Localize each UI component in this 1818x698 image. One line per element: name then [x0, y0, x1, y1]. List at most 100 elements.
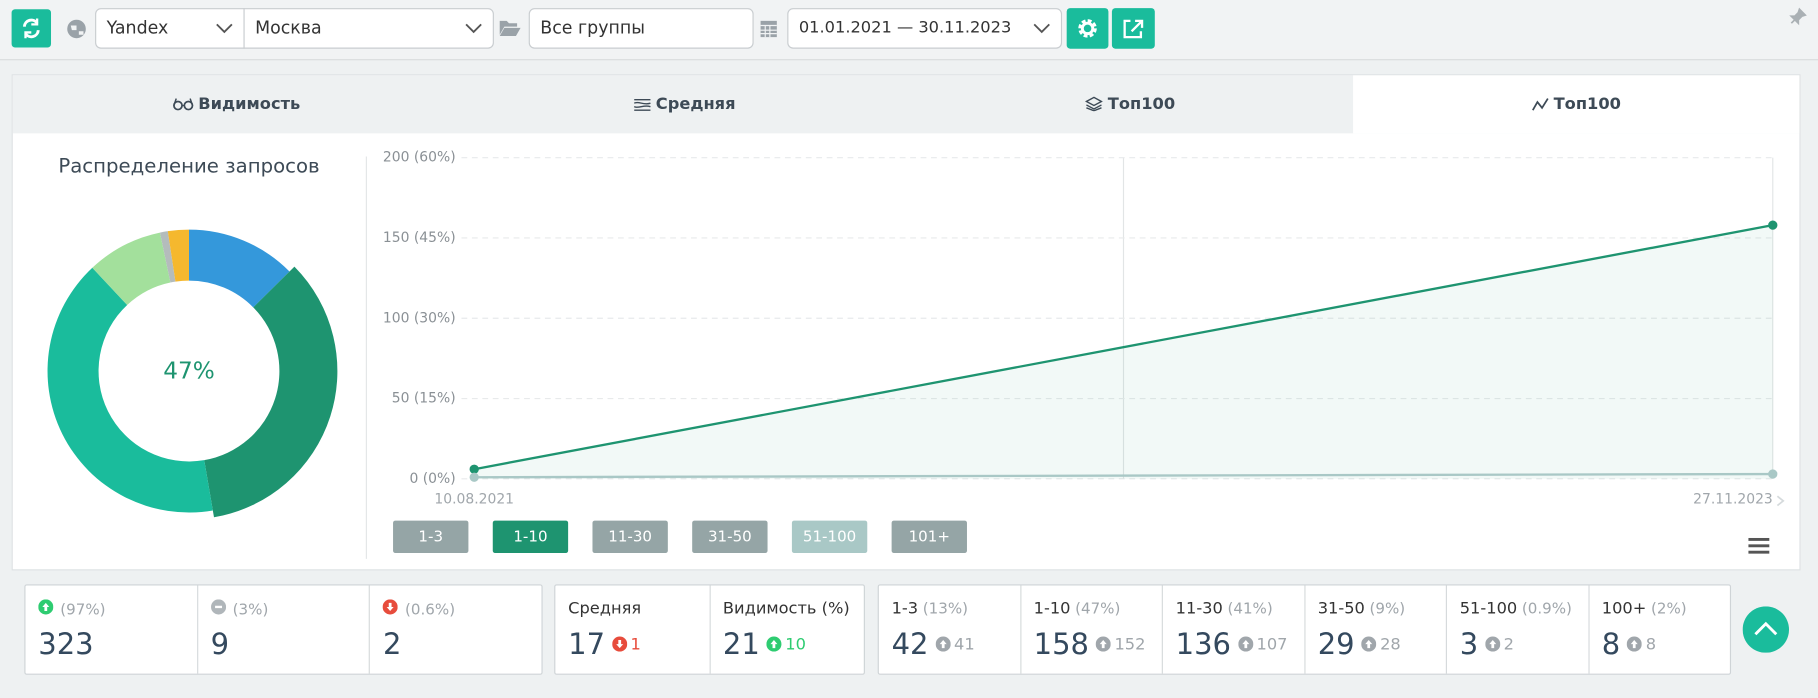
legend-button-bg	[891, 520, 967, 554]
toolbar: Yandex Москва Все группы 01.01.2021 — 30…	[0, 0, 1818, 61]
donut-segment	[47, 267, 213, 513]
stat-value: 9	[210, 627, 230, 661]
tab[interactable]: Видимость	[13, 75, 461, 133]
legend-label: 1-3	[418, 527, 443, 545]
legend-button[interactable]: 1-10	[492, 520, 569, 554]
date-select[interactable]: 01.01.2021 — 30.11.2023	[787, 8, 1063, 49]
donut-segment	[204, 266, 338, 518]
trend-icon	[210, 599, 226, 615]
chevron	[1033, 23, 1050, 34]
stat-share: (2%)	[1650, 600, 1687, 618]
stat-delta-value: 10	[785, 634, 806, 654]
stat-row: 42 41	[892, 627, 1007, 661]
stat-delta-value: 152	[1114, 634, 1146, 654]
stat-share: (13%)	[922, 600, 969, 618]
area	[474, 225, 1773, 479]
legend-label: 31-50	[708, 527, 752, 545]
legend-button-bg	[791, 520, 868, 554]
stat-value: 42	[891, 627, 929, 661]
line	[473, 223, 1773, 471]
stat-share: (41%)	[1227, 600, 1273, 618]
calendar-icon	[760, 20, 777, 38]
stat-value: 29	[1317, 627, 1355, 661]
stat-delta: 8	[1627, 634, 1657, 654]
tab-label: Средняя	[655, 95, 736, 114]
settings-button[interactable]	[1066, 8, 1109, 49]
stat-cell: 31-50 (9%) 29 28	[1305, 585, 1447, 674]
group: Все группы	[540, 17, 645, 39]
trend-icon	[766, 636, 782, 652]
stat-label: Видимость (%)	[722, 599, 850, 618]
stat-row: 21 10	[723, 627, 851, 661]
line	[474, 472, 1773, 479]
tab-label: Видимость	[198, 95, 301, 114]
group-input[interactable]: Все группы	[528, 8, 754, 49]
stat-cell: 1-3 (13%) 42 41	[879, 585, 1021, 674]
tab[interactable]: Топ100	[908, 75, 1353, 133]
stat-share: (0.6%)	[405, 601, 456, 620]
stat-delta: 28	[1361, 634, 1401, 654]
date-range: 01.01.2021 — 30.11.2023	[798, 18, 1012, 38]
stat-delta-value: 8	[1645, 634, 1657, 654]
stat-cell: 1-10 (47%) 158 152	[1021, 585, 1163, 674]
x-tick-label: 27.11.2023	[1693, 492, 1773, 508]
tab[interactable]: Средняя	[460, 75, 908, 133]
legend-label: 1-10	[513, 527, 547, 545]
legend-button[interactable]: 11-30	[592, 520, 668, 554]
engine-select[interactable]: Yandex	[95, 8, 245, 49]
averages-box: Средняя 17 1 Видимость (%) 21 10	[554, 584, 865, 675]
y-tick-label: 200 (60%)	[383, 150, 456, 166]
folder-icon	[499, 20, 521, 36]
export-button[interactable]	[1111, 8, 1155, 49]
stat-delta-value: 1	[630, 634, 641, 654]
tab-label: Топ100	[1107, 95, 1176, 114]
stat-label: 31-50	[1317, 599, 1365, 618]
stat-delta-value: 41	[954, 634, 975, 654]
stat-label: Средняя	[568, 599, 642, 618]
stat-row: 158 152	[1034, 627, 1149, 661]
legend-button[interactable]: 51-100	[791, 520, 868, 554]
legend-label: 11-30	[608, 527, 652, 545]
stat-value: 21	[722, 627, 760, 661]
refresh-button[interactable]	[11, 9, 52, 48]
stat-cell: Видимость (%) 21 10	[710, 586, 864, 674]
stat-delta: 41	[935, 634, 975, 654]
stat-head: (3%)	[210, 599, 357, 622]
menu-icon[interactable]	[1748, 537, 1770, 554]
globe-icon	[67, 19, 86, 39]
refresh-icon	[22, 18, 40, 39]
stat-delta-value: 2	[1503, 634, 1515, 654]
stat-cell: 51-100 (0.9%) 3 2	[1447, 585, 1590, 674]
legend-button[interactable]: 31-50	[692, 520, 768, 554]
pin-icon[interactable]	[1789, 7, 1808, 26]
glasses-icon	[173, 98, 194, 111]
chevron	[216, 23, 233, 34]
chevron	[465, 23, 482, 34]
trend-icon	[1361, 636, 1377, 652]
stat-value: 3	[1459, 627, 1479, 661]
scroll-top-button[interactable]	[1742, 606, 1790, 653]
point	[469, 464, 479, 474]
region: Москва	[255, 17, 322, 39]
legend-button[interactable]: 101+	[891, 520, 967, 554]
donut-segment	[167, 229, 189, 282]
stat-value: 8	[1601, 627, 1621, 661]
stat-head: 51-100 (0.9%)	[1460, 599, 1575, 622]
stat-cell: 100+ (2%) 8 8	[1589, 586, 1730, 674]
donut-title: Распределение запросов	[58, 154, 319, 177]
donut-segment	[188, 229, 290, 308]
gear-icon	[1078, 19, 1097, 38]
region-select[interactable]: Москва	[243, 8, 494, 49]
lines-icon	[633, 99, 651, 111]
legend-button[interactable]: 1-3	[393, 520, 469, 554]
stat-cell: Средняя 17 1	[555, 585, 711, 674]
stat-cell: (97%) 323	[26, 585, 198, 674]
stat-delta: 10	[766, 634, 806, 654]
point	[469, 472, 479, 482]
stat-cell: (3%) 9	[198, 585, 371, 674]
tab-active[interactable]: Топ100	[1353, 75, 1800, 134]
stat-delta-value: 28	[1380, 634, 1401, 654]
